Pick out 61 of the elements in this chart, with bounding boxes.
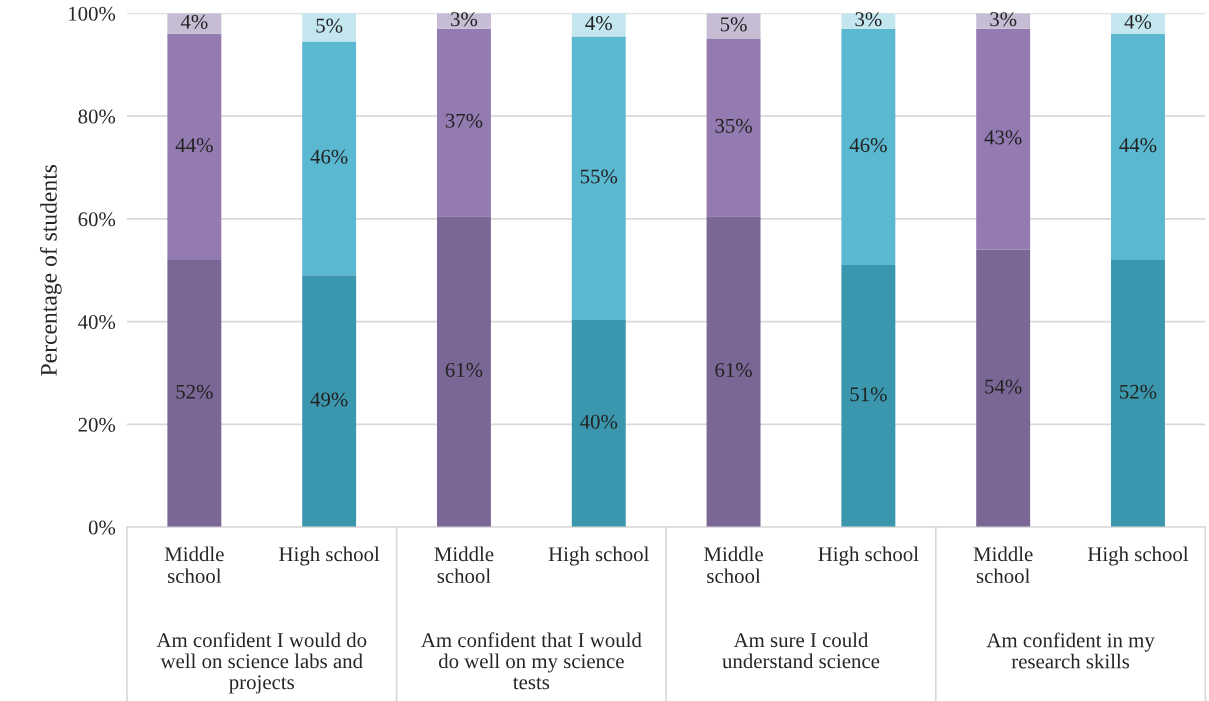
data-label: 40% [580,414,618,429]
bar [1111,259,1165,528]
text: Am confident in my research skills [986,632,1155,669]
bar [302,275,357,528]
data-label: 4% [1124,14,1152,29]
data-label: 61% [445,362,483,377]
bar [706,216,761,528]
text: Am confident that I would do well on my science tests [421,632,642,690]
x-tick-label: High school [1087,546,1189,566]
data-label: 61% [715,362,752,377]
data-label: 46% [310,149,348,164]
data-label: 54% [985,379,1022,394]
x-tick-label: Middle school [434,546,494,584]
bar [571,320,626,528]
bar [167,259,222,528]
data-label: 43% [984,130,1022,145]
data-label: 3% [451,12,478,27]
data-label: 35% [715,118,752,133]
data-label: 37% [445,113,483,128]
y-axis-title: Percentage of students [39,164,62,376]
y-tick-label: 60% [78,212,116,227]
data-label: 5% [316,18,343,33]
x-tick-label: High school [279,546,380,566]
x-tick-label: Middle school [704,546,763,584]
x-tick-label: High school [548,546,649,566]
bar [1111,33,1165,260]
x-tick-label: Middle school [973,546,1033,584]
y-tick-label: 0% [88,520,116,535]
data-label: 44% [1119,138,1157,153]
text: Am confident I would do well on science labs and projects [156,632,367,694]
data-label: 3% [990,12,1017,27]
data-label: 3% [855,12,882,27]
bar [302,13,357,42]
bar [436,216,491,528]
y-tick-label: 20% [78,417,116,432]
data-label: 55% [580,169,618,184]
y-tick-label: 40% [78,314,116,330]
data-label: 5% [720,17,747,32]
bar [976,28,1031,250]
y-tick-label: 80% [78,109,116,124]
bar [167,33,222,260]
data-label: 51% [850,387,887,402]
bar [976,249,1031,528]
data-label: 52% [1120,384,1157,399]
data-label: 4% [585,16,612,31]
bar [841,28,896,266]
bar [706,13,761,40]
data-label: 4% [180,14,208,29]
x-tick-label: Middle school [164,546,224,584]
data-label: 46% [849,138,887,153]
x-tick-label: High school [818,546,919,566]
bar [436,28,491,217]
bar [302,41,357,276]
bar [571,36,626,321]
bar [706,39,761,217]
y-tick-label: 100% [69,6,116,21]
text: Am sure I could understand science [722,632,880,669]
data-label: 49% [310,392,348,407]
bar [841,265,896,528]
data-label: 44% [175,138,213,153]
data-label: 52% [176,384,213,399]
